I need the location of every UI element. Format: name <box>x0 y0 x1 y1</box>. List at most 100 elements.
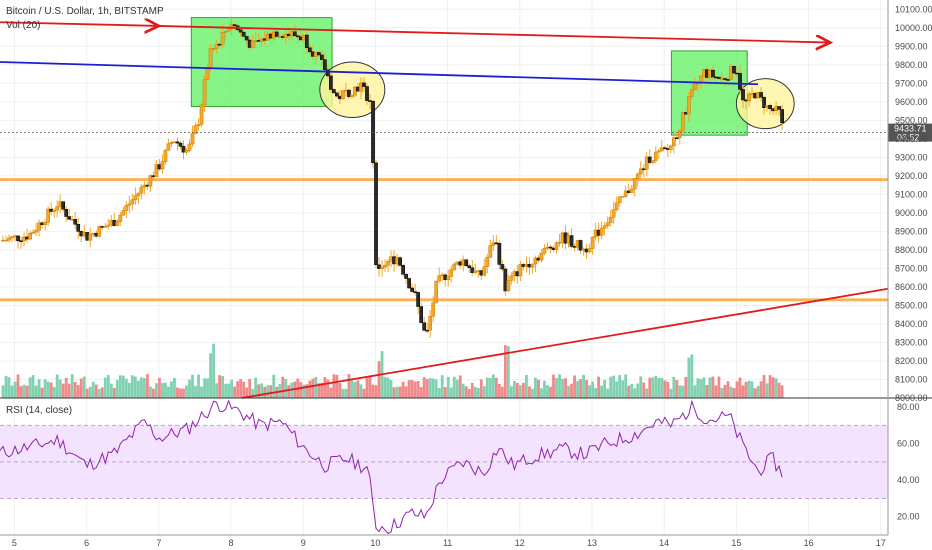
rsi-pane[interactable] <box>0 397 932 535</box>
candle-down <box>771 108 775 112</box>
candle-down <box>94 232 99 237</box>
volume-bar <box>404 386 408 398</box>
candle-down <box>232 24 237 27</box>
volume-bar <box>437 388 441 398</box>
volume-bar <box>576 380 579 398</box>
volume-bar <box>260 383 264 398</box>
volume-bar <box>299 382 303 398</box>
volume-bar <box>573 375 576 398</box>
candle-up <box>211 48 216 50</box>
volume-bar <box>528 386 531 398</box>
candle-down <box>497 243 502 265</box>
volume-bar <box>365 377 369 398</box>
volume-bar <box>642 382 646 398</box>
candle-up <box>587 248 592 253</box>
volume-bar <box>281 376 285 398</box>
price-tick-label: 8500.00 <box>895 300 928 310</box>
candle-down <box>536 257 541 261</box>
candle-down <box>64 209 69 217</box>
candle-up <box>1 239 5 242</box>
volume-bar <box>738 377 742 398</box>
volume-bar <box>245 387 249 398</box>
candle-up <box>229 24 234 29</box>
volume-bar <box>666 382 670 398</box>
candle-up <box>690 89 694 97</box>
volume-bar <box>774 378 778 398</box>
candle-up <box>599 227 604 236</box>
candle-up <box>509 275 514 281</box>
candle-up <box>680 112 685 131</box>
candle-up <box>214 43 219 49</box>
volume-bar <box>747 380 751 398</box>
candle-up <box>350 94 354 97</box>
volume-bar <box>127 382 131 398</box>
volume-bar <box>780 385 784 398</box>
candle-up <box>530 263 535 268</box>
volume-bar <box>191 374 194 398</box>
candle-up <box>184 150 189 153</box>
candle-up <box>476 270 481 272</box>
candle-up <box>542 248 547 254</box>
volume-bar <box>494 377 498 398</box>
candle-up <box>593 229 598 238</box>
volume-bar <box>476 387 480 398</box>
candle-up <box>656 150 661 153</box>
price-tick-label: 9000.00 <box>895 208 928 218</box>
candle-up <box>82 232 87 237</box>
volume-bar <box>768 375 772 398</box>
volume-bar <box>618 375 622 398</box>
candle-down <box>404 273 408 279</box>
candle-up <box>605 222 610 227</box>
candle-down <box>392 256 396 265</box>
candle-down <box>326 69 330 77</box>
candle-up <box>139 186 144 194</box>
volume-bar <box>34 385 38 398</box>
volume-bar <box>612 375 616 398</box>
time-tick-label: 9 <box>301 538 306 548</box>
candle-up <box>671 137 676 147</box>
time-tick-label: 13 <box>587 538 597 548</box>
volume-bar <box>353 381 357 398</box>
candle-up <box>121 210 126 216</box>
volume-bar <box>40 387 44 398</box>
volume-bar <box>537 379 540 398</box>
candle-up <box>109 220 114 226</box>
price-tick-label: 8200.00 <box>895 356 928 366</box>
candle-down <box>145 184 150 187</box>
price-tick-label: 10000.00 <box>895 23 932 33</box>
red-trend-line <box>241 287 889 399</box>
candle-down <box>744 99 748 102</box>
candle-up <box>708 69 712 78</box>
candle-up <box>97 226 102 237</box>
volume-bar <box>22 384 26 398</box>
candle-up <box>208 48 213 70</box>
volume-bar <box>112 387 116 398</box>
price-tick-label: 9900.00 <box>895 41 928 51</box>
candle-down <box>49 208 53 212</box>
candle-down <box>768 105 772 110</box>
volume-bar <box>488 378 492 398</box>
volume-bar <box>765 383 769 398</box>
volume-bar <box>467 388 471 398</box>
candle-down <box>304 34 309 49</box>
volume-bar <box>242 381 246 398</box>
volume-bar <box>323 377 327 398</box>
volume-bar <box>714 385 718 398</box>
candle-up <box>566 235 571 244</box>
candle-up <box>461 259 466 266</box>
candle-down <box>362 82 366 87</box>
price-tick-label: 9200.00 <box>895 171 928 181</box>
volume-bar <box>311 378 315 398</box>
volume-bar <box>585 379 588 398</box>
volume-bar <box>136 380 140 398</box>
candle-up <box>199 104 204 125</box>
candle-up <box>250 40 255 48</box>
volume-bar <box>170 381 173 398</box>
volume-bar <box>341 388 345 398</box>
volume-bar <box>161 383 164 398</box>
candle-down <box>425 329 430 332</box>
volume-bar <box>49 382 53 398</box>
price-tick-label: 9500.00 <box>895 115 928 125</box>
candle-down <box>73 219 78 225</box>
